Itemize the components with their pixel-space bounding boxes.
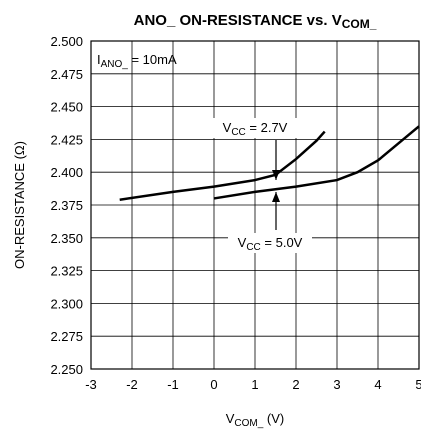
annotation-sub: CC — [231, 127, 245, 138]
y-tick-label: 2.475 — [50, 67, 83, 82]
arrow-head — [272, 192, 280, 202]
x-tick-label: -2 — [126, 377, 138, 392]
y-tick-label: 2.325 — [50, 264, 83, 279]
annotation-main: V — [238, 235, 247, 250]
x-tick-label: 0 — [210, 377, 217, 392]
x-axis-label: VCOM_ (V) — [226, 411, 285, 429]
data-line — [213, 125, 420, 200]
y-tick-label: 2.500 — [50, 34, 83, 49]
annotation-bg — [228, 233, 312, 253]
data-line — [119, 130, 326, 201]
y-tick-label: 2.250 — [50, 362, 83, 377]
x-tick-label: 2 — [292, 377, 299, 392]
xlabel-sub: COM_ — [234, 418, 263, 429]
y-tick-label: 2.275 — [50, 329, 83, 344]
annotation-main: I — [97, 52, 101, 67]
x-tick-label: 4 — [374, 377, 381, 392]
plot-frame — [90, 40, 420, 370]
x-tick-label: 1 — [251, 377, 258, 392]
y-tick-label: 2.350 — [50, 231, 83, 246]
x-tick-label: -1 — [167, 377, 179, 392]
annotation: VCC = 2.7V — [223, 120, 288, 138]
xlabel-rest: (V) — [263, 411, 284, 426]
annotation-bg — [213, 118, 297, 138]
annotation: IANO_ = 10mA — [97, 52, 177, 70]
y-tick-label: 2.375 — [50, 198, 83, 213]
y-tick-label: 2.300 — [50, 296, 83, 311]
x-tick-label: 5 — [415, 377, 421, 392]
annotation-main: V — [223, 120, 232, 135]
x-tick-label: 3 — [333, 377, 340, 392]
annotation-sub: CC — [246, 242, 260, 253]
arrow-head — [272, 170, 280, 180]
x-tick-label: -3 — [85, 377, 97, 392]
y-axis-label: ON-RESISTANCE (Ω) — [12, 141, 27, 269]
y-tick-label: 2.425 — [50, 132, 83, 147]
y-tick-label: 2.400 — [50, 165, 83, 180]
title-sub: COM_ — [342, 17, 377, 31]
chart-title: ANO_ ON-RESISTANCE vs. VCOM_ — [134, 12, 377, 31]
annotation-rest: = 10mA — [128, 52, 177, 67]
title-main: ANO_ ON-RESISTANCE vs. V — [134, 12, 342, 29]
annotation: VCC = 5.0V — [238, 235, 303, 253]
annotation-rest: = 2.7V — [246, 120, 288, 135]
y-tick-label: 2.450 — [50, 100, 83, 115]
annotation-sub: ANO_ — [101, 59, 129, 70]
annotation-rest: = 5.0V — [261, 235, 303, 250]
xlabel-main: V — [226, 411, 235, 426]
